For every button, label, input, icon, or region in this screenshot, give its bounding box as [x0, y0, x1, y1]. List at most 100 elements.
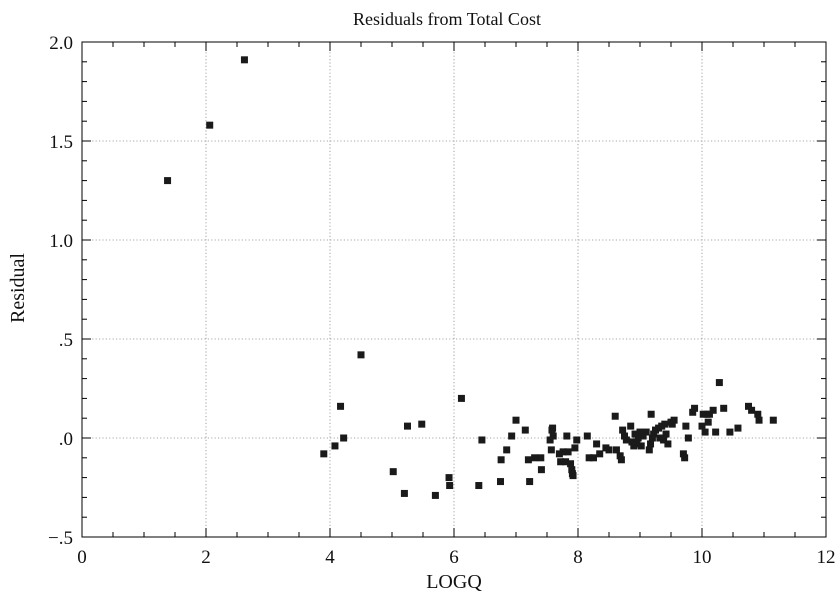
data-point	[569, 472, 577, 480]
y-tick-label: 2.0	[49, 33, 73, 54]
axis-tick-labels: 0 2 4 6 8 10 12 −.5 .0 .5 1.0 1.5 2.0	[48, 33, 835, 568]
data-point	[497, 478, 504, 486]
data-point	[478, 436, 486, 444]
data-point	[573, 436, 581, 444]
data-point	[340, 434, 348, 442]
data-point	[524, 456, 532, 464]
x-axis-label: LOGQ	[426, 571, 482, 593]
data-point	[563, 432, 571, 440]
data-point	[650, 430, 658, 438]
x-tick-label: 6	[449, 547, 459, 568]
data-point	[656, 434, 664, 442]
data-point	[619, 426, 627, 434]
data-point	[357, 351, 365, 359]
data-point	[512, 416, 520, 424]
data-point	[633, 440, 641, 448]
gridlines	[82, 42, 826, 537]
data-point	[446, 482, 454, 490]
x-tick-label: 4	[325, 547, 335, 568]
data-point	[457, 394, 465, 402]
data-point	[689, 408, 697, 416]
data-point	[699, 410, 707, 418]
data-point	[648, 434, 656, 442]
data-point	[709, 406, 717, 414]
data-point	[537, 454, 545, 462]
data-point	[617, 456, 625, 464]
data-point	[647, 410, 655, 418]
data-point	[682, 422, 690, 430]
data-point	[400, 489, 408, 497]
data-point	[562, 458, 570, 466]
data-point	[712, 428, 720, 436]
x-tick-label: 0	[77, 547, 87, 568]
data-point	[704, 418, 712, 426]
data-point	[404, 422, 411, 430]
data-point	[705, 410, 713, 418]
data-point	[679, 450, 687, 458]
y-tick-label: .5	[59, 330, 73, 351]
data-point	[593, 440, 601, 448]
data-point	[611, 412, 619, 420]
data-point	[754, 410, 762, 418]
data-point	[497, 456, 505, 464]
data-point	[622, 436, 630, 444]
x-tick-label: 8	[573, 547, 583, 568]
data-point	[605, 446, 613, 454]
data-point	[549, 432, 557, 440]
x-tick-label: 2	[201, 547, 211, 568]
data-point	[526, 478, 534, 486]
data-point	[559, 448, 567, 456]
data-point	[320, 450, 328, 458]
data-point	[418, 420, 426, 428]
data-point	[734, 424, 742, 432]
data-point	[661, 420, 669, 428]
data-point	[698, 422, 706, 430]
data-point	[389, 468, 397, 476]
data-point	[681, 454, 689, 462]
data-point	[164, 177, 172, 185]
data-point	[546, 436, 554, 444]
data-point	[616, 452, 624, 460]
data-point	[564, 448, 572, 456]
data-point	[240, 56, 248, 64]
y-tick-label: −.5	[48, 528, 73, 549]
data-point	[571, 444, 579, 452]
data-point	[521, 426, 529, 434]
data-point	[642, 428, 650, 436]
data-point	[668, 420, 676, 428]
data-point	[634, 434, 642, 442]
y-tick-label: 1.5	[49, 132, 73, 153]
data-point	[331, 442, 339, 450]
axis-ticks	[81, 41, 827, 538]
data-point	[664, 440, 672, 448]
data-point	[636, 428, 644, 436]
data-point	[745, 402, 752, 410]
y-axis-label: Residual	[7, 253, 29, 323]
data-point	[631, 430, 639, 438]
data-point	[748, 406, 756, 414]
data-point	[337, 402, 345, 410]
data-point	[583, 432, 591, 440]
data-point	[503, 446, 511, 454]
data-point	[557, 458, 565, 466]
chart-title: Residuals from Total Cost	[353, 9, 541, 29]
data-point	[684, 434, 692, 442]
x-tick-label: 10	[693, 547, 712, 568]
data-point	[567, 460, 575, 468]
data-point	[670, 416, 678, 424]
data-point	[612, 446, 620, 454]
data-point	[769, 416, 777, 424]
data-point	[701, 428, 709, 436]
data-point	[647, 440, 655, 448]
data-point	[596, 450, 604, 458]
plot-area-frame	[81, 41, 827, 538]
data-point	[691, 404, 699, 412]
x-tick-label: 12	[817, 547, 836, 568]
data-point	[549, 424, 557, 432]
data-point	[568, 466, 576, 474]
data-point	[715, 379, 723, 387]
data-point	[660, 436, 668, 444]
data-point	[590, 454, 597, 462]
data-point	[206, 121, 214, 129]
